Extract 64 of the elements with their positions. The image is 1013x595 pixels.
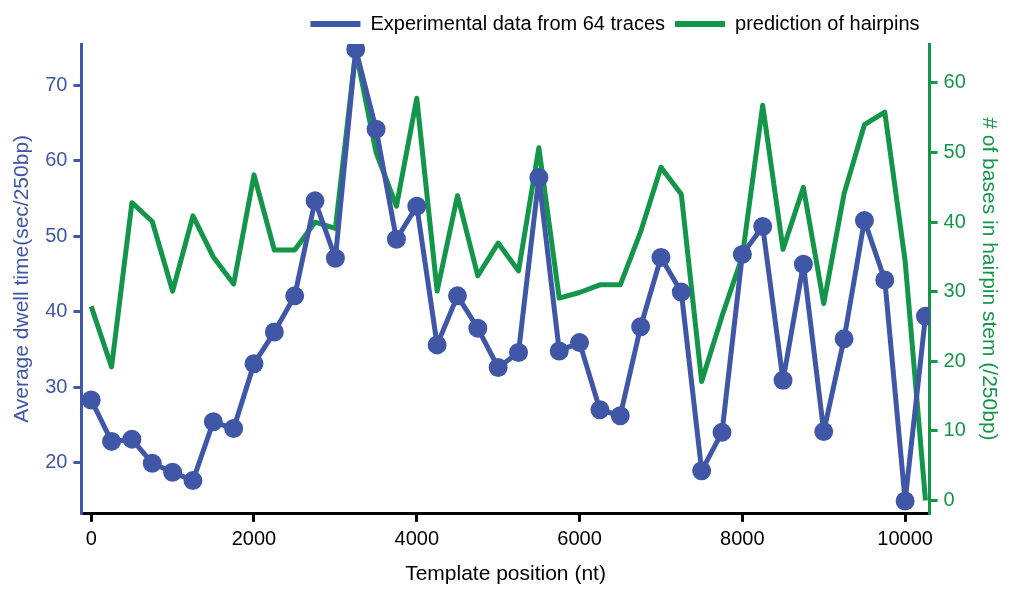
x-tick-label: 10000 [877, 527, 933, 550]
point [468, 318, 488, 338]
y-tick-label: 40 [45, 299, 68, 322]
point [509, 342, 529, 362]
legend-label: prediction of hairpins [735, 11, 920, 34]
x-tick-label: 8000 [720, 527, 765, 550]
point [102, 431, 122, 451]
point [81, 390, 101, 410]
point [692, 461, 712, 481]
point [142, 453, 162, 473]
y-tick-label: 30 [45, 374, 68, 397]
point [427, 335, 447, 355]
point [834, 329, 854, 349]
x-axis-title: Template position (nt) [405, 561, 606, 585]
y2-tick-label: 30 [943, 279, 966, 302]
legend-label: Experimental data from 64 traces [370, 11, 666, 34]
point [122, 429, 142, 449]
point [753, 216, 773, 236]
point [366, 119, 386, 139]
point [631, 317, 651, 337]
point [529, 167, 549, 187]
point [732, 244, 752, 264]
y2-tick-label: 0 [943, 488, 955, 511]
point [447, 286, 467, 306]
x-tick-label: 2000 [231, 527, 277, 550]
point [203, 412, 223, 432]
y2-tick-label: 10 [943, 418, 966, 441]
x-tick-label: 6000 [557, 527, 602, 550]
point [671, 282, 691, 302]
x-tick-label: 0 [85, 527, 97, 550]
point [651, 247, 671, 267]
y-tick-label: 20 [45, 450, 68, 473]
point [712, 422, 732, 442]
point [264, 322, 284, 342]
point [305, 191, 325, 211]
point [793, 254, 813, 274]
point [244, 354, 264, 374]
y-tick-label: 70 [45, 72, 68, 95]
point [549, 341, 569, 361]
y2-tick-label: 20 [943, 348, 966, 371]
y2-tick-label: 50 [943, 140, 966, 163]
point [183, 471, 203, 491]
point [590, 400, 610, 420]
point [854, 210, 874, 230]
point [610, 406, 630, 426]
point [163, 462, 183, 482]
y-tick-label: 50 [45, 223, 68, 246]
point [407, 196, 427, 216]
point [895, 491, 915, 511]
y-tick-label: 60 [45, 148, 68, 171]
point [570, 333, 590, 353]
point [875, 270, 895, 290]
y2-tick-label: 60 [943, 70, 966, 93]
point [488, 358, 508, 378]
x-tick-label: 4000 [394, 527, 440, 550]
y2-tick-label: 40 [943, 209, 966, 232]
point [224, 419, 244, 439]
point [285, 286, 305, 306]
point [773, 370, 793, 390]
point [386, 229, 406, 249]
point [325, 248, 345, 268]
y-axis-title: Average dwell time(sec/250bp) [9, 134, 33, 423]
point [814, 422, 834, 442]
y2-axis-title: # of bases in hairpin stem (/250bp) [978, 117, 1002, 441]
